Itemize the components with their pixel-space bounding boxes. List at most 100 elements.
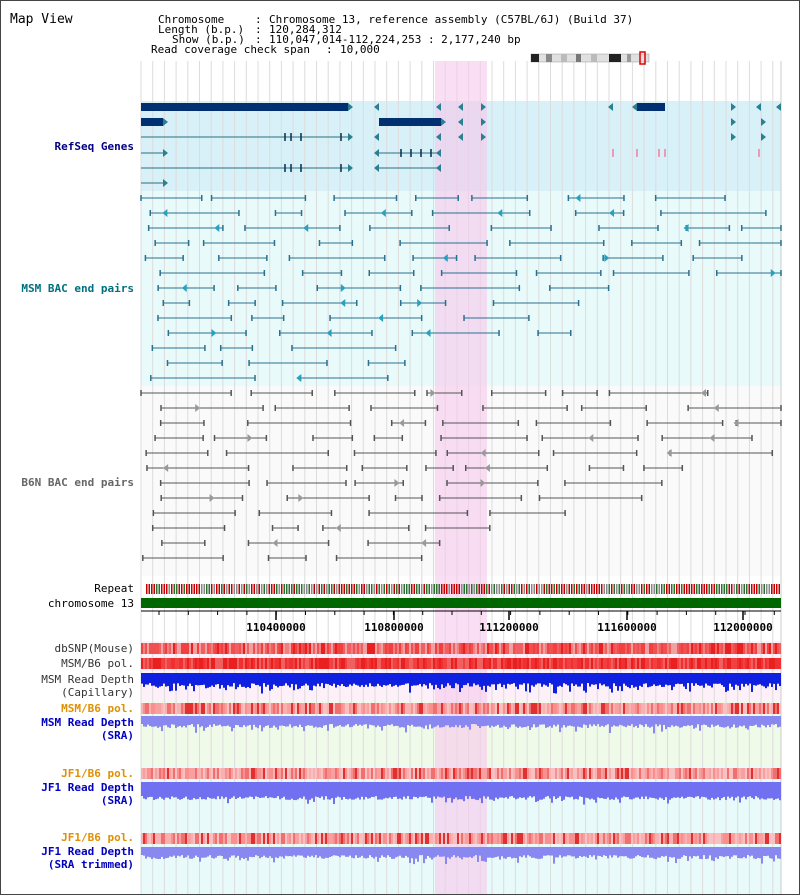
depth-bar xyxy=(651,847,653,858)
heat-cell xyxy=(749,703,751,714)
heat-cell xyxy=(285,703,287,714)
heat-cell xyxy=(617,833,619,844)
depth-bar xyxy=(271,847,273,859)
depth-bar xyxy=(311,847,313,856)
heat-cell xyxy=(297,658,299,669)
depth-bar xyxy=(327,782,329,800)
depth-bar xyxy=(591,847,593,857)
repeat-mark xyxy=(618,584,620,594)
depth-bar xyxy=(463,847,465,858)
depth-bar xyxy=(747,782,749,797)
heat-cell xyxy=(347,658,349,669)
heat-cell xyxy=(471,643,473,654)
depth-bar xyxy=(505,782,507,798)
depth-bar xyxy=(143,847,145,856)
heat-cell xyxy=(245,643,247,654)
heat-cell xyxy=(535,833,537,844)
heat-cell xyxy=(475,658,477,669)
heat-cell xyxy=(399,833,401,844)
heat-cell xyxy=(169,833,171,844)
heat-cell xyxy=(647,658,649,669)
heat-cell xyxy=(145,643,147,654)
heat-cell xyxy=(457,703,459,714)
heat-cell xyxy=(635,643,637,654)
heat-cell xyxy=(699,658,701,669)
heat-cell xyxy=(541,643,543,654)
depth-bar xyxy=(561,673,563,687)
depth-bar xyxy=(513,673,515,684)
depth-bar xyxy=(475,716,477,725)
repeat-mark xyxy=(566,584,568,594)
depth-bar xyxy=(641,716,643,726)
heat-cell xyxy=(775,658,777,669)
heat-cell xyxy=(279,643,281,654)
heat-cell xyxy=(261,833,263,844)
heat-cell xyxy=(387,658,389,669)
depth-bar xyxy=(323,782,325,800)
depth-bar xyxy=(751,847,753,856)
depth-bar xyxy=(645,716,647,725)
heat-cell xyxy=(483,703,485,714)
heat-cell xyxy=(307,768,309,779)
depth-bar xyxy=(779,673,781,687)
depth-bar xyxy=(489,847,491,858)
heat-cell xyxy=(319,658,321,669)
heat-cell xyxy=(217,768,219,779)
repeat-mark xyxy=(466,584,468,594)
depth-bar xyxy=(209,847,211,856)
depth-bar xyxy=(757,673,759,685)
heat-cell xyxy=(277,768,279,779)
heat-cell xyxy=(467,833,469,844)
depth-bar xyxy=(195,782,197,800)
heat-cell xyxy=(731,703,733,714)
heat-cell xyxy=(267,703,269,714)
depth-bar xyxy=(199,673,201,686)
depth-bar xyxy=(143,782,145,799)
depth-bar xyxy=(761,716,763,725)
depth-bar xyxy=(351,847,353,858)
depth-bar xyxy=(451,782,453,803)
depth-bar xyxy=(475,847,477,856)
jf1-b6-pol-label-2: JF1/B6 pol. xyxy=(61,831,134,844)
depth-bar xyxy=(523,847,525,856)
heat-cell xyxy=(687,833,689,844)
depth-bar xyxy=(387,673,389,686)
repeat-track-label: Repeat xyxy=(94,582,134,595)
heat-cell xyxy=(585,703,587,714)
depth-bar xyxy=(245,673,247,688)
heat-cell xyxy=(241,658,243,669)
heat-cell xyxy=(563,833,565,844)
depth-bar xyxy=(513,716,515,725)
heat-cell xyxy=(777,703,779,714)
heat-cell xyxy=(557,833,559,844)
heat-cell xyxy=(223,703,225,714)
heat-cell xyxy=(727,768,729,779)
heat-cell xyxy=(723,643,725,654)
gene-arrow xyxy=(374,103,379,111)
depth-bar xyxy=(273,716,275,726)
depth-bar xyxy=(163,782,165,800)
depth-bar xyxy=(403,716,405,728)
depth-bar xyxy=(395,673,397,685)
depth-bar xyxy=(589,782,591,800)
heat-cell xyxy=(675,658,677,669)
heat-cell xyxy=(547,833,549,844)
depth-bar xyxy=(571,782,573,797)
heat-cell xyxy=(711,768,713,779)
heat-cell xyxy=(473,703,475,714)
heat-cell xyxy=(711,643,713,654)
depth-bar xyxy=(431,782,433,803)
heat-cell xyxy=(395,658,397,669)
heat-cell xyxy=(583,658,585,669)
depth-bar xyxy=(697,847,699,856)
depth-bar xyxy=(257,847,259,856)
heat-cell xyxy=(301,643,303,654)
depth-bar xyxy=(443,673,445,688)
heat-cell xyxy=(655,643,657,654)
depth-bar xyxy=(147,847,149,857)
depth-bar xyxy=(709,716,711,728)
heat-cell xyxy=(669,703,671,714)
heat-cell xyxy=(313,658,315,669)
heat-cell xyxy=(331,833,333,844)
